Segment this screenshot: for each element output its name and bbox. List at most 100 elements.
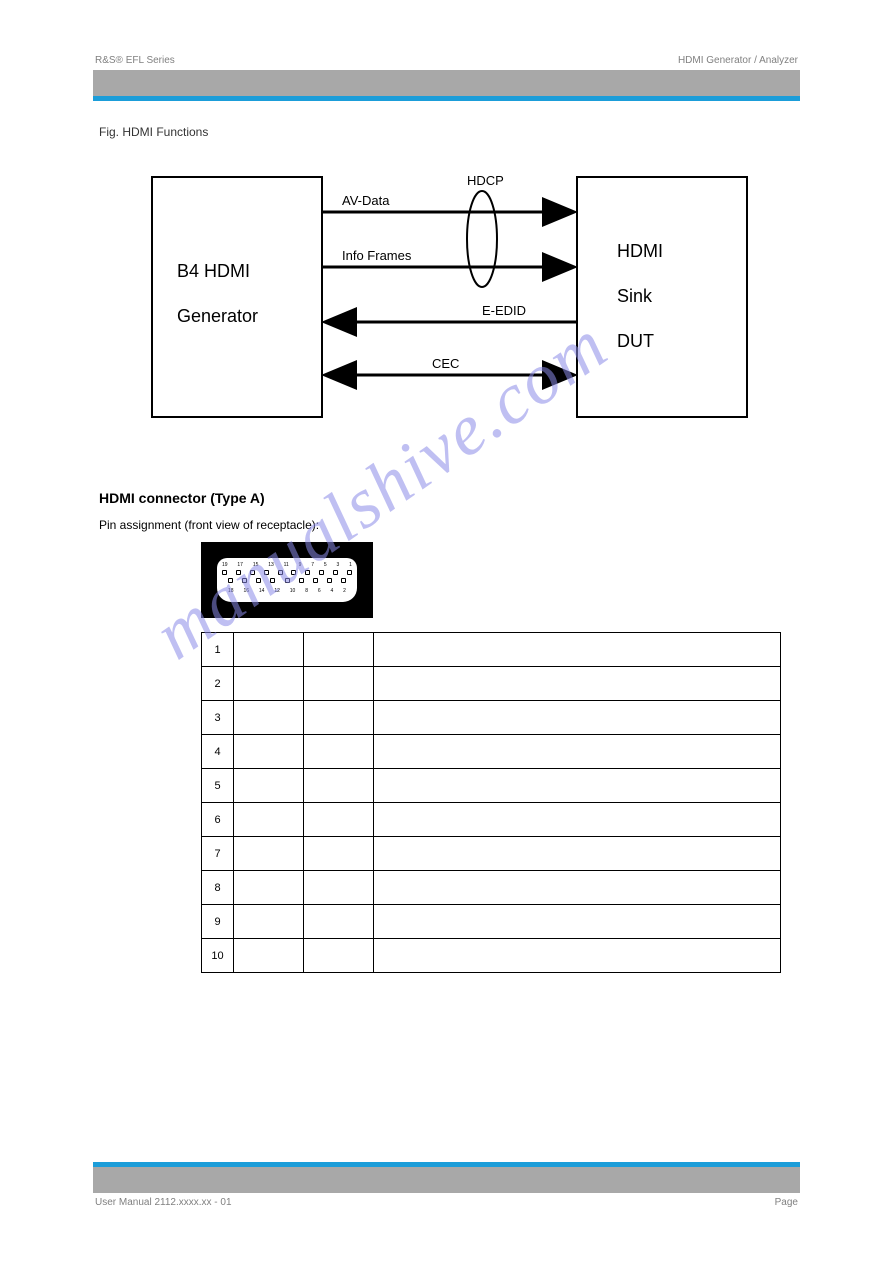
table-row: 10	[202, 939, 781, 973]
table-cell	[374, 905, 781, 939]
leftbox-line2: Generator	[177, 306, 258, 326]
table-cell	[304, 837, 374, 871]
pin-num: 17	[237, 562, 243, 568]
pin-num: 18	[228, 588, 234, 594]
connector-section: HDMI connector (Type A) Pin assignment (…	[93, 490, 800, 973]
pin-dot	[291, 570, 296, 575]
pin-numbers-top: 191715131197531	[222, 562, 352, 568]
table-row: 7	[202, 837, 781, 871]
table-row: 1	[202, 633, 781, 667]
diagram-section: Fig. HDMI Functions B4 HDMI Generator HD…	[93, 125, 800, 467]
table-cell	[374, 939, 781, 973]
table-cell	[234, 837, 304, 871]
pin-dot	[256, 578, 261, 583]
rightbox-line2: Sink	[617, 286, 653, 306]
table-cell	[304, 667, 374, 701]
pin-num: 13	[268, 562, 274, 568]
hdmi-connector-icon: 191715131197531 18161412108642	[201, 542, 373, 618]
pin-num: 16	[243, 588, 249, 594]
pin-dot	[236, 570, 241, 575]
arrow-eedid-label: E-EDID	[482, 303, 526, 318]
pin-dots-bot	[228, 578, 346, 584]
pin-dot	[319, 570, 324, 575]
pin-num: 11	[284, 562, 289, 568]
table-cell	[374, 633, 781, 667]
pin-num: 3	[337, 562, 340, 568]
pin-cell: 2	[202, 667, 234, 701]
pin-numbers-bot: 18161412108642	[228, 588, 346, 594]
pin-cell: 8	[202, 871, 234, 905]
table-cell	[304, 701, 374, 735]
header-bar: R&S® EFL Series HDMI Generator / Analyze…	[93, 55, 800, 101]
table-cell	[374, 735, 781, 769]
header-row: R&S® EFL Series HDMI Generator / Analyze…	[93, 55, 800, 66]
pin-num: 5	[324, 562, 327, 568]
pin-cell: 10	[202, 939, 234, 973]
pin-num: 6	[318, 588, 321, 594]
pin-dot	[222, 570, 227, 575]
pin-dot	[347, 570, 352, 575]
table-cell	[374, 803, 781, 837]
pin-dot	[228, 578, 233, 583]
table-cell	[374, 871, 781, 905]
pin-dot	[305, 570, 310, 575]
table-cell	[374, 667, 781, 701]
arrow-cec-label: CEC	[432, 356, 459, 371]
pin-num: 9	[299, 562, 302, 568]
pin-dot	[285, 578, 290, 583]
table-cell	[234, 871, 304, 905]
hdcp-label: HDCP	[467, 173, 504, 188]
pin-cell: 6	[202, 803, 234, 837]
pin-cell: 4	[202, 735, 234, 769]
pin-cell: 5	[202, 769, 234, 803]
table-cell	[234, 667, 304, 701]
table-cell	[374, 769, 781, 803]
pin-num: 7	[311, 562, 314, 568]
pin-num: 12	[274, 588, 280, 594]
pin-num: 14	[259, 588, 265, 594]
table-cell	[234, 905, 304, 939]
pin-dot	[242, 578, 247, 583]
pin-dot	[250, 570, 255, 575]
table-cell	[234, 939, 304, 973]
table-row: 5	[202, 769, 781, 803]
header-blue-line	[93, 96, 800, 101]
connector-subtitle: Pin assignment (front view of receptacle…	[93, 518, 800, 532]
pin-dot	[270, 578, 275, 583]
table-cell	[234, 735, 304, 769]
pin-num: 4	[331, 588, 334, 594]
table-row: 8	[202, 871, 781, 905]
pin-dot	[341, 578, 346, 583]
table-cell	[304, 871, 374, 905]
table-row: 3	[202, 701, 781, 735]
pin-cell: 3	[202, 701, 234, 735]
pin-dot	[264, 570, 269, 575]
pin-dot	[333, 570, 338, 575]
footer-bar: User Manual 2112.xxxx.xx - 01 Page	[93, 1162, 800, 1208]
hdmi-flow-diagram: B4 HDMI Generator HDMI Sink DUT AV-Data …	[142, 157, 752, 437]
header-left: R&S® EFL Series	[95, 55, 175, 66]
header-right: HDMI Generator / Analyzer	[678, 55, 798, 66]
pin-dot	[313, 578, 318, 583]
arrow-av-label: AV-Data	[342, 193, 390, 208]
table-row: 9	[202, 905, 781, 939]
table-cell	[304, 905, 374, 939]
leftbox-line1: B4 HDMI	[177, 261, 250, 281]
pin-dot	[327, 578, 332, 583]
table-cell	[234, 769, 304, 803]
table-cell	[304, 633, 374, 667]
figure-title: Fig. HDMI Functions	[93, 125, 800, 139]
table-row: 4	[202, 735, 781, 769]
pin-num: 1	[349, 562, 352, 568]
pin-table: 12345678910	[201, 632, 781, 973]
pin-cell: 1	[202, 633, 234, 667]
pin-cell: 7	[202, 837, 234, 871]
pin-cell: 9	[202, 905, 234, 939]
arrow-info-label: Info Frames	[342, 248, 412, 263]
footer-row: User Manual 2112.xxxx.xx - 01 Page	[93, 1197, 800, 1208]
pin-num: 15	[253, 562, 259, 568]
table-cell	[304, 803, 374, 837]
footer-gray-band	[93, 1167, 800, 1193]
pin-dot	[299, 578, 304, 583]
footer-left: User Manual 2112.xxxx.xx - 01	[95, 1197, 232, 1208]
